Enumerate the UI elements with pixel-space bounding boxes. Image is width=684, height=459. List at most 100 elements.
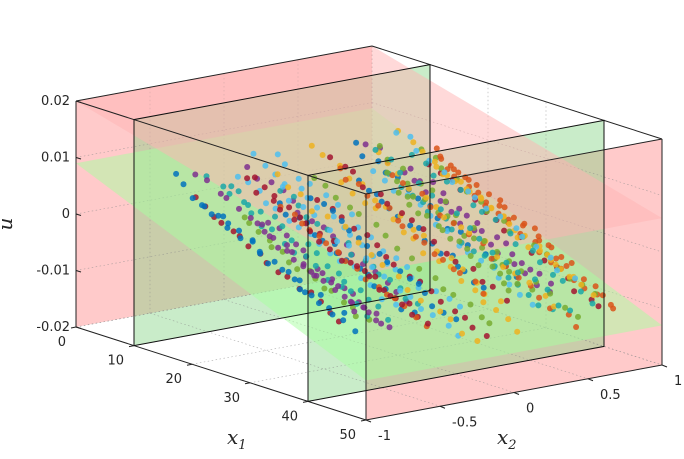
data-point [269, 226, 275, 233]
data-point [332, 194, 339, 201]
data-point [439, 227, 446, 234]
data-point [286, 217, 293, 224]
data-point [562, 304, 569, 311]
u-tick-mark [75, 157, 82, 160]
x1-tick-mark [360, 419, 367, 422]
data-point [347, 298, 354, 305]
data-point [192, 171, 199, 178]
data-point [254, 220, 261, 227]
data-point [328, 279, 335, 286]
data-point [223, 195, 230, 201]
data-point [481, 238, 488, 244]
data-point [397, 169, 404, 176]
data-point [551, 303, 557, 310]
data-point [376, 286, 383, 293]
data-point [478, 314, 485, 321]
data-point [448, 208, 455, 215]
u-tick-mark [75, 100, 82, 103]
data-point [378, 320, 385, 327]
data-point [419, 148, 426, 155]
data-point [218, 219, 225, 226]
data-point [467, 225, 474, 232]
data-point [504, 297, 510, 304]
data-point [486, 191, 492, 198]
data-point [405, 185, 412, 192]
data-point [375, 158, 382, 165]
data-point [373, 221, 380, 228]
data-point [559, 277, 566, 284]
data-point [526, 279, 533, 286]
data-point [415, 280, 422, 287]
data-point [347, 204, 353, 211]
data-point [406, 300, 413, 307]
data-point [518, 260, 525, 267]
box-edges [75, 45, 663, 421]
data-point [251, 174, 258, 181]
data-point [285, 184, 292, 191]
data-point [410, 226, 417, 233]
data-point [501, 204, 508, 211]
data-point [408, 217, 415, 224]
data-point [536, 237, 543, 244]
data-point [458, 278, 465, 284]
data-point [493, 307, 500, 313]
data-point [503, 240, 510, 247]
data-point [379, 262, 386, 268]
data-point [313, 250, 320, 257]
data-point [429, 187, 436, 194]
data-point [489, 263, 496, 270]
data-point [554, 267, 561, 274]
data-point [362, 141, 369, 148]
data-point [404, 264, 411, 270]
data-point [412, 233, 419, 240]
data-point [513, 225, 520, 232]
data-point [453, 316, 460, 323]
data-point [349, 211, 355, 218]
data-point [279, 266, 286, 273]
data-point [512, 241, 519, 248]
data-point [294, 266, 301, 273]
data-point [355, 235, 362, 242]
data-point [450, 291, 457, 298]
x2-tick-label: -0.5 [452, 415, 477, 430]
box-edge [371, 45, 663, 140]
data-point [355, 181, 362, 187]
data-point [374, 242, 381, 249]
data-point [432, 275, 439, 282]
data-point [478, 228, 485, 234]
data-point [430, 172, 437, 179]
data-point [433, 288, 439, 295]
data-point [381, 287, 388, 294]
data-point [317, 291, 324, 298]
data-point [393, 301, 400, 308]
data-point [286, 204, 293, 211]
data-point [382, 232, 389, 239]
data-point [311, 272, 318, 279]
data-point [420, 226, 427, 233]
data-point [241, 199, 248, 206]
data-point [542, 292, 549, 299]
box-edge [365, 138, 663, 195]
data-point [241, 214, 248, 221]
data-point [447, 316, 454, 323]
data-point [230, 228, 237, 235]
data-point [437, 198, 444, 204]
data-point [355, 211, 362, 217]
data-point [453, 210, 460, 217]
data-point [450, 266, 457, 273]
data-point [312, 262, 319, 269]
data-point [456, 205, 463, 212]
data-point [297, 286, 303, 293]
data-point [488, 241, 494, 248]
data-point [297, 191, 304, 198]
data-point [503, 259, 510, 266]
data-point [566, 273, 573, 280]
data-point [404, 287, 411, 293]
data-point [352, 313, 359, 320]
data-point [506, 281, 513, 288]
data-point [284, 273, 291, 280]
data-point [244, 175, 251, 182]
data-point [323, 192, 330, 199]
data-point [373, 310, 380, 317]
data-point [261, 184, 268, 191]
